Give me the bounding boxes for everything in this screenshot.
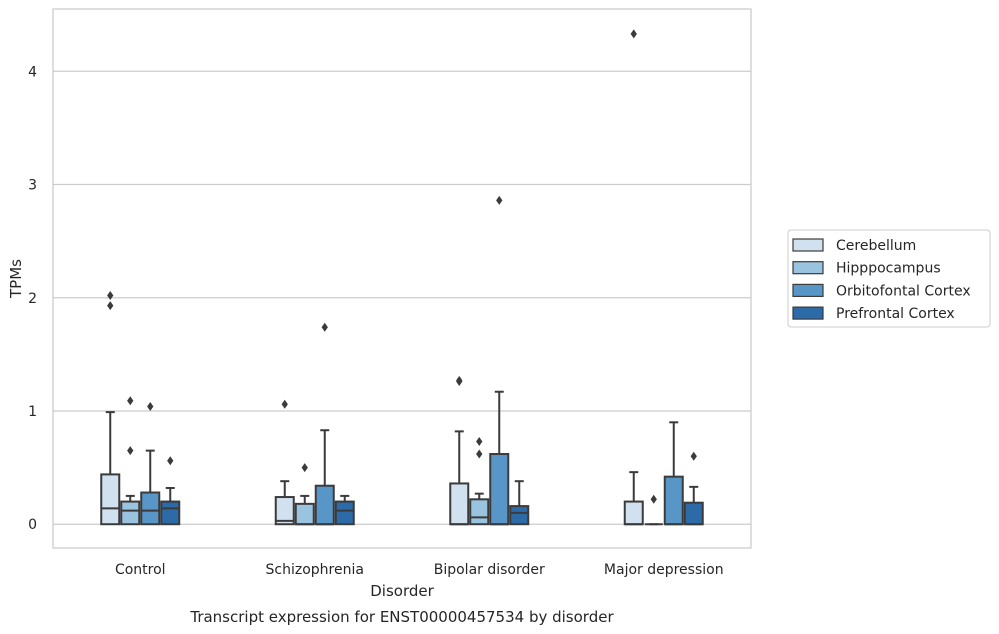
outlier-point bbox=[281, 399, 288, 409]
legend-frame bbox=[787, 229, 991, 328]
box-hipppocampus bbox=[644, 494, 663, 526]
grid-lines bbox=[53, 70, 751, 525]
outlier-point bbox=[321, 322, 328, 332]
outlier-point bbox=[630, 29, 637, 39]
legend-label: Orbitofontal Cortex bbox=[836, 283, 971, 299]
box-body bbox=[100, 473, 121, 526]
legend: Cerebellum Hipppocampus Orbitofontal Corte… bbox=[787, 229, 991, 328]
legend-swatch bbox=[792, 283, 824, 297]
box-prefrontal-cortex bbox=[509, 480, 530, 526]
x-tick-label: Bipolar disorder bbox=[434, 562, 545, 578]
box-body bbox=[663, 475, 684, 526]
y-tick-label: 0 bbox=[28, 517, 37, 533]
box-body bbox=[274, 496, 295, 526]
box-cerebellum bbox=[100, 290, 121, 526]
box-body bbox=[449, 482, 470, 526]
chart-title: Transcript expression for ENST0000045753… bbox=[189, 608, 614, 626]
box-body bbox=[294, 502, 315, 526]
legend-swatch bbox=[792, 306, 824, 320]
outlier-point bbox=[496, 195, 503, 205]
outlier-point bbox=[127, 446, 134, 456]
box-body bbox=[120, 500, 141, 526]
box-body bbox=[140, 491, 161, 526]
legend-label: Cerebellum bbox=[836, 238, 916, 254]
outlier-point bbox=[456, 375, 463, 385]
outlier-point bbox=[690, 451, 697, 461]
box-prefrontal-cortex bbox=[160, 456, 181, 526]
box-cerebellum bbox=[274, 399, 295, 526]
x-tick-label: Schizophrenia bbox=[266, 562, 364, 578]
outlier-point bbox=[107, 290, 114, 300]
legend-label: Prefrontal Cortex bbox=[836, 306, 955, 322]
outlier-point bbox=[107, 301, 114, 311]
box-body bbox=[334, 500, 355, 526]
box-orbitofontal-cortex bbox=[140, 401, 161, 526]
legend-swatch bbox=[792, 261, 824, 275]
x-tick-label: Control bbox=[115, 562, 166, 578]
y-tick-labels: 0 1 2 3 4 bbox=[28, 64, 37, 533]
y-tick-label: 1 bbox=[28, 404, 37, 420]
legend-swatch bbox=[792, 238, 824, 252]
y-axis-label: TPMs bbox=[7, 259, 25, 299]
outlier-point bbox=[476, 437, 483, 447]
box-body bbox=[160, 500, 181, 526]
box-body bbox=[469, 498, 490, 526]
legend-label: Hipppocampus bbox=[836, 261, 941, 277]
outlier-point bbox=[476, 449, 483, 459]
outlier-point bbox=[301, 463, 308, 473]
outlier-point bbox=[650, 494, 657, 504]
outlier-point bbox=[167, 456, 174, 466]
box-orbitofontal-cortex bbox=[663, 421, 684, 526]
x-axis-label: Disorder bbox=[370, 582, 434, 600]
box-orbitofontal-cortex bbox=[489, 195, 510, 526]
y-tick-label: 3 bbox=[28, 178, 37, 194]
box-body bbox=[623, 500, 644, 526]
box-cerebellum bbox=[449, 375, 470, 526]
box-series bbox=[100, 29, 704, 526]
x-tick-label: Major depression bbox=[604, 562, 724, 578]
box-hipppocampus bbox=[469, 437, 490, 526]
box-hipppocampus bbox=[120, 396, 141, 526]
box-orbitofontal-cortex bbox=[314, 322, 335, 526]
box-body bbox=[489, 453, 510, 526]
box-hipppocampus bbox=[294, 463, 315, 526]
y-tick-label: 4 bbox=[28, 64, 37, 80]
box-body bbox=[314, 484, 335, 526]
box-prefrontal-cortex bbox=[334, 494, 355, 526]
y-tick-label: 2 bbox=[28, 291, 37, 307]
box-body bbox=[509, 505, 530, 526]
outlier-point bbox=[127, 396, 134, 406]
box-cerebellum bbox=[623, 29, 644, 526]
plot-frame bbox=[52, 8, 752, 549]
box-body bbox=[683, 501, 704, 526]
box-prefrontal-cortex bbox=[683, 451, 704, 526]
outlier-point bbox=[147, 401, 154, 411]
x-tick-labels: Control Schizophrenia Bipolar disorder Majo… bbox=[115, 562, 724, 578]
